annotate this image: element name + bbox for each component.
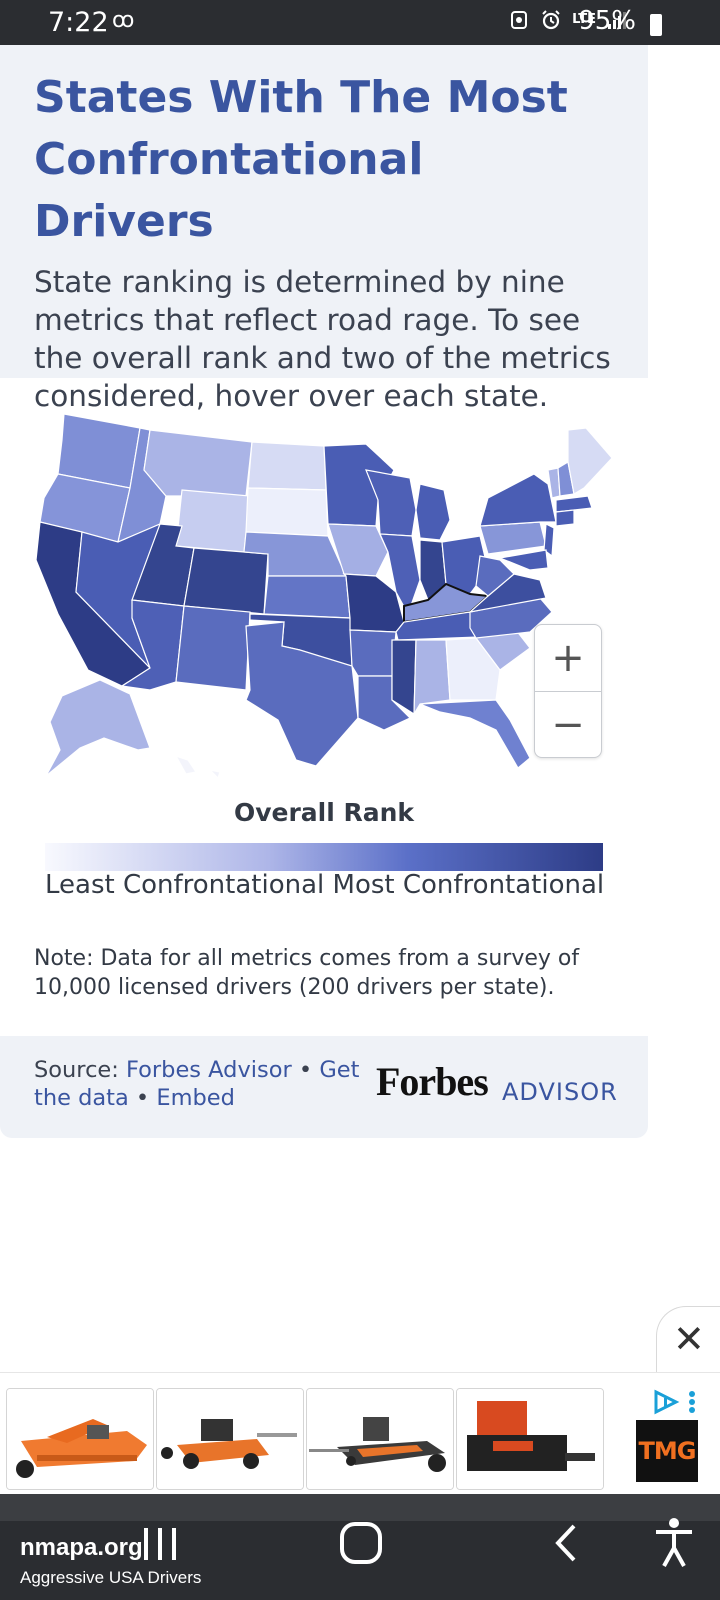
accessibility-icon[interactable]	[652, 1516, 696, 1568]
state-ia[interactable]	[327, 523, 389, 577]
nfc-icon	[511, 11, 528, 29]
legend-gradient	[45, 843, 603, 871]
ad-product-tow-mower[interactable]	[156, 1388, 304, 1490]
state-me[interactable]	[567, 427, 613, 495]
site-domain: nmapa.org	[20, 1534, 143, 1561]
state-wy[interactable]	[175, 489, 251, 553]
zoom-out-button[interactable]: −	[535, 691, 601, 758]
rotary-mower-image	[7, 1389, 153, 1489]
ad-banner[interactable]: TMG	[0, 1372, 720, 1495]
state-ms[interactable]	[391, 639, 417, 716]
close-icon: ✕	[673, 1317, 705, 1361]
state-al[interactable]	[413, 639, 451, 717]
embed-link[interactable]: Embed	[156, 1085, 235, 1111]
ad-close-button[interactable]: ✕	[656, 1306, 720, 1376]
source-panel: Source: Forbes Advisor • Get the data • …	[0, 1036, 648, 1138]
state-nj[interactable]	[543, 523, 555, 558]
state-mt[interactable]	[143, 429, 253, 497]
zoom-controls: + −	[534, 624, 602, 758]
advisor-logo-text[interactable]: ADVISOR	[502, 1078, 618, 1106]
legend-high-label: Most Confrontational	[332, 870, 605, 900]
state-ar[interactable]	[349, 629, 397, 677]
separator-dot: •	[135, 1085, 150, 1111]
state-nd[interactable]	[247, 441, 327, 491]
state-ga[interactable]	[445, 637, 501, 701]
state-ma[interactable]	[555, 495, 593, 513]
status-icons: LTE	[508, 9, 628, 31]
state-mi[interactable]	[415, 483, 451, 541]
recent-apps-icon[interactable]	[140, 1524, 182, 1564]
state-hi[interactable]	[174, 754, 221, 780]
state-md[interactable]	[497, 549, 549, 571]
page-title-nav: Aggressive USA Drivers	[20, 1568, 202, 1587]
clock: 7:22	[48, 7, 109, 38]
forbes-logo[interactable]: Forbes	[376, 1059, 489, 1104]
ad-product-rotary-mower[interactable]	[6, 1388, 154, 1490]
navigation-bar: nmapa.org Aggressive USA Drivers	[0, 1494, 720, 1600]
state-ct[interactable]	[555, 509, 575, 527]
source-link[interactable]: Forbes Advisor	[126, 1057, 292, 1083]
state-co[interactable]	[183, 547, 269, 615]
alarm-icon	[542, 10, 560, 30]
state-ks[interactable]	[263, 575, 351, 619]
ad-product-finish-mower[interactable]	[306, 1388, 454, 1490]
legend-title: Overall Rank	[233, 798, 415, 827]
separator-dot: •	[298, 1057, 313, 1083]
header-panel: States With The Most Confrontational Dri…	[0, 45, 648, 413]
data-note: Note: Data for all metrics comes from a …	[34, 946, 580, 1000]
source-text: Source: Forbes Advisor • Get the data • …	[34, 1056, 379, 1112]
tow-mower-image	[157, 1389, 303, 1489]
state-tx[interactable]	[245, 621, 359, 767]
adchoices-icon[interactable]	[652, 1388, 712, 1416]
source-prefix: Source:	[34, 1057, 119, 1083]
state-wv[interactable]	[475, 555, 515, 597]
get-data-link[interactable]: Get the data	[34, 1057, 360, 1111]
back-icon[interactable]	[548, 1520, 584, 1566]
us-choropleth-map[interactable]	[0, 400, 648, 800]
state-pa[interactable]	[479, 521, 547, 555]
signal-icon	[608, 12, 626, 29]
network-type: LTE	[572, 12, 596, 27]
legend-labels: Least Confrontational Most Confrontation…	[45, 870, 605, 900]
state-ny[interactable]	[479, 473, 557, 527]
ad-product-mulcher[interactable]	[456, 1388, 604, 1490]
subtitle: State ranking is determined by nine metr…	[34, 265, 611, 413]
zoom-in-button[interactable]: +	[551, 635, 585, 681]
battery-icon	[650, 14, 662, 36]
mulcher-image	[457, 1389, 603, 1489]
state-nm[interactable]	[175, 605, 251, 691]
ad-brand-logo[interactable]: TMG	[636, 1420, 698, 1482]
state-ak[interactable]	[45, 679, 151, 777]
page-title: States With The Most Confrontational Dri…	[34, 72, 568, 247]
home-icon[interactable]	[338, 1520, 384, 1566]
state-sd[interactable]	[245, 487, 329, 537]
battery-percent: 95%	[578, 6, 636, 36]
nav-handle	[0, 1494, 720, 1521]
legend-low-label: Least Confrontational	[45, 870, 325, 900]
status-bar: 7:22 ꝏ LTE 95%	[0, 0, 720, 45]
finish-mower-image	[307, 1389, 453, 1489]
voicemail-icon: ꝏ	[112, 8, 135, 33]
chart-widget: States With The Most Confrontational Dri…	[0, 45, 648, 413]
state-fl[interactable]	[419, 699, 531, 769]
